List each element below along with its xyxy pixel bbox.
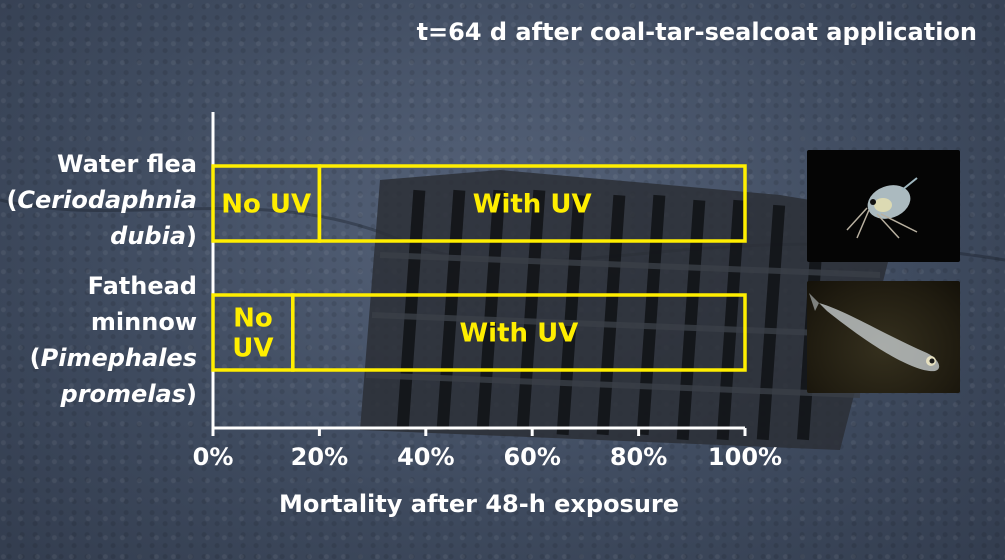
x-axis-label: Mortality after 48-h exposure bbox=[278, 490, 680, 518]
bar-data-label: No UV bbox=[221, 190, 311, 220]
category-label-fathead-minnow: Fathead minnow (Pimephales promelas) bbox=[30, 268, 197, 412]
x-tick-label: 80% bbox=[610, 443, 667, 471]
water-flea-photo bbox=[807, 150, 960, 262]
bar-with-uv bbox=[291, 293, 747, 372]
category-scientific-name: dubia bbox=[110, 222, 187, 250]
x-tick-label: 20% bbox=[291, 443, 348, 471]
category-scientific-name: promelas bbox=[60, 380, 187, 408]
category-scientific-name: Ceriodaphnia bbox=[17, 186, 197, 214]
bar-data-label: UV bbox=[232, 334, 273, 364]
chart-title: t=64 d after coal-tar-sealcoat applicati… bbox=[416, 18, 977, 46]
category-common-name: Water flea bbox=[56, 150, 197, 178]
fathead-minnow-photo bbox=[807, 281, 960, 393]
bar-with-uv bbox=[317, 164, 747, 243]
x-tick-label: 40% bbox=[397, 443, 454, 471]
x-tick-label: 0% bbox=[193, 443, 234, 471]
fathead-minnow-image bbox=[809, 293, 940, 372]
x-tick-label: 60% bbox=[503, 443, 560, 471]
bar-data-label: With UV bbox=[459, 319, 578, 349]
category-common-name: minnow bbox=[90, 308, 197, 336]
bar-data-label: No bbox=[233, 304, 273, 334]
category-label-water-flea: Water flea (Ceriodaphnia dubia) bbox=[6, 146, 197, 254]
bar-data-label: With UV bbox=[473, 190, 592, 220]
category-scientific-name: Pimephales bbox=[40, 344, 197, 372]
category-common-name: Fathead bbox=[87, 272, 197, 300]
x-tick-label: 100% bbox=[708, 443, 782, 471]
water-flea-image bbox=[846, 177, 918, 239]
